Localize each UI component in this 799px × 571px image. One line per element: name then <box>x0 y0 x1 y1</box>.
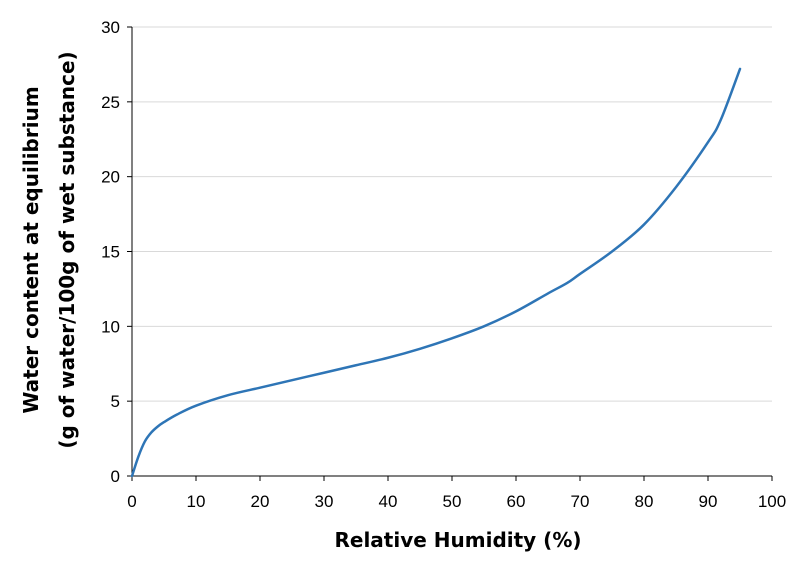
x-tick-label: 90 <box>699 492 718 511</box>
x-tick-label: 10 <box>187 492 206 511</box>
y-tick-label: 25 <box>101 93 120 112</box>
x-tick-label: 40 <box>379 492 398 511</box>
y-axis-title-line-1: Water content at equilibrium <box>19 86 43 413</box>
x-tick-label: 60 <box>507 492 526 511</box>
y-axis-title-line-2: (g of water/100g of wet substance) <box>55 51 79 448</box>
x-tick-label: 50 <box>443 492 462 511</box>
y-tick-label: 5 <box>111 392 120 411</box>
y-tick-label: 15 <box>101 243 120 262</box>
y-tick-label: 0 <box>111 467 120 486</box>
x-tick-label: 80 <box>635 492 654 511</box>
x-tick-label: 100 <box>758 492 786 511</box>
grid-lines <box>132 26 772 402</box>
y-tick-label: 10 <box>101 317 120 336</box>
x-tick-label: 20 <box>251 492 270 511</box>
x-axis-title: Relative Humidity (%) <box>334 528 581 552</box>
y-tick-label: 20 <box>101 168 120 187</box>
x-tick-label: 30 <box>315 492 334 511</box>
series-line <box>130 67 742 478</box>
tick-labels: 0 5 10 15 20 25 30 0 10 20 30 40 50 60 70 80 90 100 <box>101 18 786 511</box>
x-tick-label: 0 <box>127 492 136 511</box>
y-tick-label: 30 <box>101 18 120 37</box>
y-axis-title: Water content at equilibrium (g of water… <box>19 51 79 448</box>
x-tick-label: 70 <box>571 492 590 511</box>
axes <box>127 26 773 481</box>
series-layer <box>130 67 742 478</box>
